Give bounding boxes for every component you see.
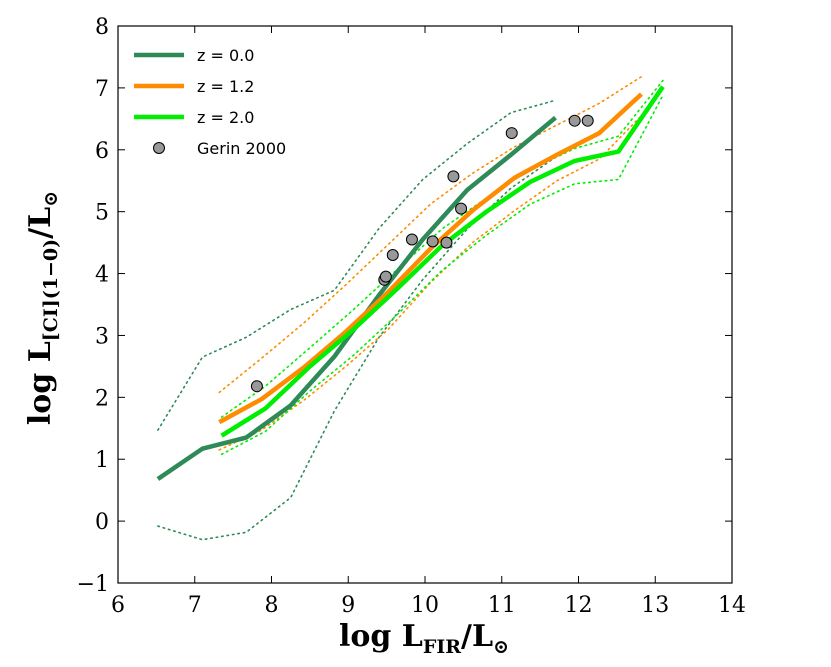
y-tick-label: 4 — [95, 263, 109, 288]
scatter-layer — [250, 114, 594, 393]
x-tick-label: 10 — [411, 593, 439, 618]
x-tick-label: 8 — [265, 593, 279, 618]
y-tick-label: 0 — [95, 510, 109, 535]
x-axis-label: log LFIR/L⊙ — [339, 619, 509, 658]
series-line-2 — [220, 85, 665, 438]
bound-line-0 — [157, 99, 557, 431]
legend-label-gerin: Gerin 2000 — [197, 139, 286, 158]
x-tick-label: 12 — [565, 593, 593, 618]
gerin-point — [426, 235, 439, 248]
bound-line-5 — [220, 94, 664, 456]
gerin-point — [379, 270, 392, 283]
y-tick-label: 8 — [95, 15, 109, 40]
gerin-point — [405, 233, 418, 246]
bound-line-4 — [220, 79, 664, 418]
gerin-point — [455, 202, 468, 215]
bound-line-1 — [157, 156, 557, 541]
x-tick-label: 9 — [341, 593, 355, 618]
gerin-point — [505, 127, 518, 140]
gerin-point — [581, 114, 594, 127]
y-tick-label: 5 — [95, 201, 109, 226]
x-tick-label: 6 — [111, 593, 125, 618]
gerin-point — [440, 236, 453, 249]
x-tick-label: 7 — [188, 593, 202, 618]
legend-label-0: z = 0.0 — [197, 46, 254, 65]
y-tick-label: 7 — [95, 77, 109, 102]
legend-label-2: z = 2.0 — [197, 108, 254, 127]
gerin-point — [568, 114, 581, 127]
series-line-0 — [156, 115, 557, 481]
x-tick-label: 14 — [718, 593, 746, 618]
series-line-1 — [218, 92, 643, 425]
gerin-point — [250, 380, 263, 393]
gerin-point — [386, 248, 399, 261]
y-axis-label: log L[CI](1−0)/L⊙ — [23, 191, 62, 425]
gerin-point — [447, 170, 460, 183]
legend: z = 0.0 z = 1.2 z = 2.0 Gerin 2000 — [134, 46, 286, 158]
bound-line-3 — [218, 114, 643, 451]
y-tick-label: 2 — [95, 386, 109, 411]
y-tick-label: 3 — [95, 324, 109, 349]
legend-marker-gerin — [153, 142, 165, 154]
ticks-layer — [117, 25, 733, 584]
y-tick-label: −1 — [77, 572, 109, 597]
y-tick-label: 6 — [95, 139, 109, 164]
legend-label-1: z = 1.2 — [197, 77, 254, 96]
x-tick-label: 13 — [641, 593, 669, 618]
x-tick-label: 11 — [488, 593, 516, 618]
y-tick-label: 1 — [95, 448, 109, 473]
